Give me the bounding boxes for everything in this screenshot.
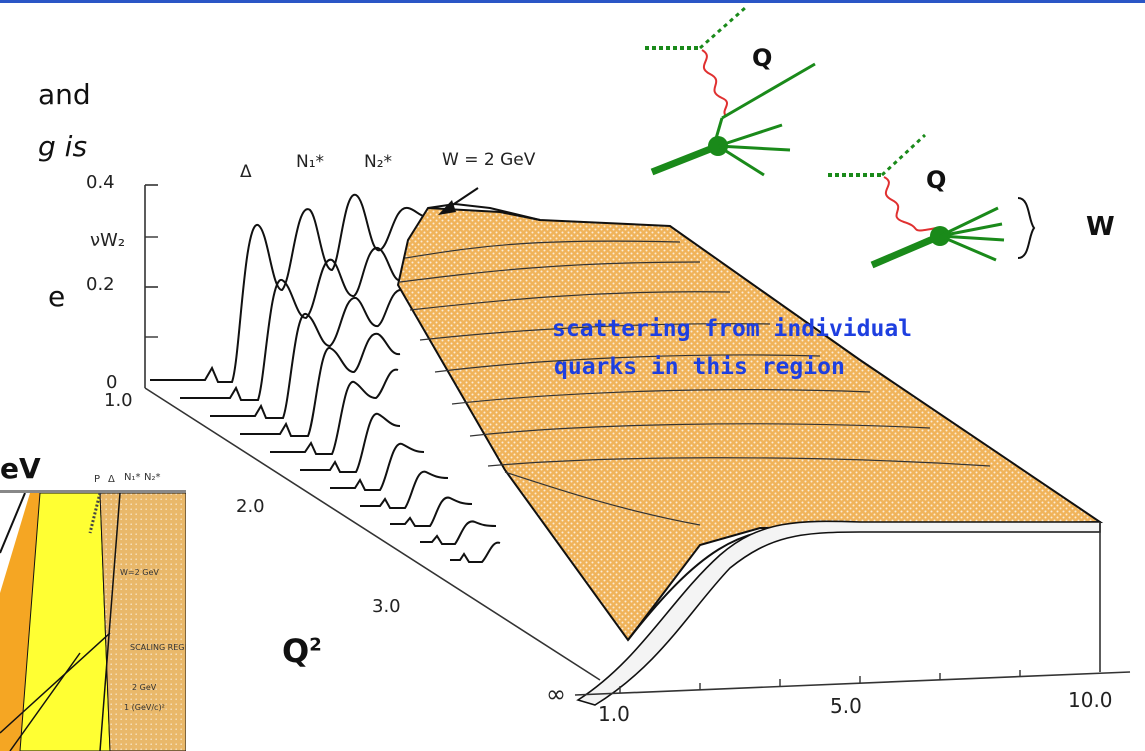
feynman-diagram-top: [645, 6, 816, 177]
feynman-diagram-bottom: [828, 133, 1036, 269]
thumbnail-label-n2: N₂*: [144, 472, 161, 483]
q2-axis: [144, 387, 601, 681]
thumbnail-inset: W=2 GeV SCALING REGION 2 GeV 1 (GeV/c)²: [0, 490, 186, 751]
w-brace: [1017, 197, 1036, 259]
thumbnail-q2-label: 1 (GeV/c)²: [124, 703, 165, 712]
scaling-annotation-line-1: scattering from individual: [552, 316, 913, 342]
w-axis: [574, 671, 1131, 696]
surface-grid-lines: [399, 240, 991, 526]
y-tick-0.2: 0.2: [86, 274, 115, 295]
y-axis-label: νW₂: [90, 230, 126, 251]
delta-label: Δ: [240, 162, 252, 182]
y-tick-0.4: 0.4: [86, 172, 115, 193]
thumbnail-label-n1: N₁*: [124, 472, 141, 483]
top-accent-bar: [0, 0, 1145, 3]
thumbnail-label-p: P: [94, 474, 101, 485]
thumbnail-gev-label: 2 GeV: [132, 683, 157, 692]
w-2gev-label: W = 2 GeV: [442, 150, 536, 170]
n2-label: N₂*: [364, 152, 393, 172]
q2-tick-3: 3.0: [372, 596, 401, 617]
thumbnail-scaling-label: SCALING REGION: [130, 643, 186, 652]
thumbnail-w-marker: W=2 GeV: [120, 568, 159, 577]
q2-tick-1: 1.0: [104, 390, 133, 411]
infinity-symbol: ∞: [546, 680, 566, 708]
slide-text-fragment-2: g is: [38, 130, 88, 163]
w-tick-5: 5.0: [830, 694, 862, 718]
w-tick-1: 1.0: [598, 702, 630, 726]
scaling-annotation: scattering from individual quarks in thi…: [552, 310, 912, 386]
thumbnail-label-delta: Δ: [108, 474, 115, 485]
q2-axis-label: Q2: [282, 632, 322, 670]
slide-text-fragment-1: and: [38, 78, 91, 111]
q2-tick-2: 2.0: [236, 496, 265, 517]
scaling-annotation-line-2: quarks in this region: [554, 354, 845, 380]
slide-text-fragment-4: eV: [0, 452, 41, 485]
feynman-q-top: Q: [752, 44, 773, 72]
slide-text-fragment-3: e: [48, 280, 66, 313]
y-tick-0: 0: [106, 372, 118, 393]
feynman-w-label: W: [1086, 212, 1115, 242]
w-tick-10: 10.0: [1068, 688, 1113, 712]
feynman-q-bottom: Q: [926, 166, 947, 194]
resonance-ridges: [150, 194, 501, 563]
n1-label: N₁*: [296, 152, 325, 172]
